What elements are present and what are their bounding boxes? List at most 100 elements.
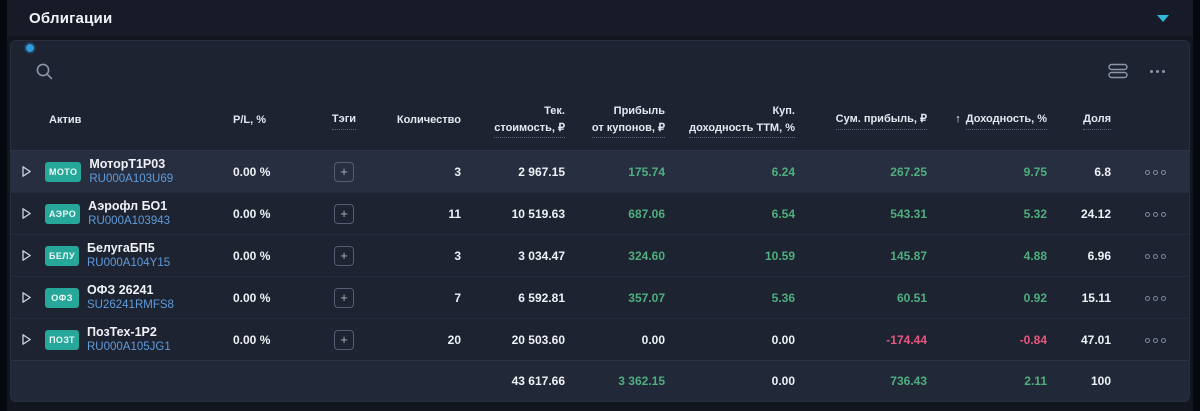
- col-header-asset[interactable]: Актив: [11, 95, 229, 151]
- table-row[interactable]: АЭРО Аэрофл БО1 RU000A103943 0.00 % + 11…: [11, 192, 1189, 235]
- total-profit-value: 543.31: [890, 206, 927, 221]
- yield-value: 5.32: [1023, 206, 1047, 221]
- row-expand-icon[interactable]: [21, 249, 37, 262]
- bonds-panel: Актив P/L, % Тэги Количество Тек. стоимо…: [10, 40, 1190, 402]
- current-value: 6 592.81: [518, 290, 565, 305]
- asset-name: ПозТех-1Р2: [87, 324, 157, 339]
- col-header-yield[interactable]: ↑ Доходность, %: [937, 95, 1057, 151]
- asset-isin-link[interactable]: RU000A103943: [88, 215, 171, 228]
- asset-badge: АЭРО: [45, 203, 81, 224]
- table-row[interactable]: ОФЗ ОФЗ 26241 SU26241RMFS8 0.00 % + 7 6 …: [11, 276, 1189, 319]
- coupon-yield-value: 5.36: [771, 290, 795, 305]
- ellipsis-icon: [1150, 69, 1165, 73]
- col-header-share[interactable]: Доля: [1057, 95, 1121, 151]
- current-value: 10 519.63: [511, 206, 565, 221]
- page: Облигации: [7, 0, 1193, 411]
- col-header-current-value[interactable]: Тек. стоимость, ₽: [471, 95, 575, 151]
- current-value: 2 967.15: [518, 164, 565, 179]
- section-title: Облигации: [29, 9, 113, 27]
- current-value: 20 503.60: [511, 332, 565, 347]
- collapse-section-button[interactable]: [1155, 13, 1171, 24]
- row-expand-icon[interactable]: [21, 333, 37, 346]
- section-header: Облигации: [7, 0, 1193, 36]
- coupon-profit-value: 687.06: [628, 206, 665, 221]
- bonds-table: Актив P/L, % Тэги Количество Тек. стоимо…: [11, 95, 1189, 401]
- yield-value: 4.88: [1023, 248, 1047, 263]
- toolbar-right: [1106, 61, 1167, 81]
- total-profit: 736.43: [890, 374, 927, 388]
- table-footer-row: 43 617.66 3 362.15 0.00 736.43 2.11 100: [11, 360, 1189, 402]
- col-header-pl[interactable]: P/L, %: [229, 95, 305, 151]
- asset-name: ОФЗ 26241: [87, 282, 154, 297]
- row-menu-button[interactable]: [1143, 334, 1168, 347]
- search-button[interactable]: [33, 60, 56, 83]
- col-header-coupon-profit[interactable]: Прибыль от купонов, ₽: [575, 95, 675, 151]
- asset-isin-link[interactable]: RU000A104Y15: [87, 257, 171, 270]
- table-row[interactable]: БЕЛУ БелугаБП5 RU000A104Y15 0.00 % + 3 3…: [11, 234, 1189, 277]
- table-row[interactable]: МОТО МоторТ1Р03 RU000A103U69 0.00 % + 3 …: [11, 150, 1189, 193]
- coupon-yield-value: 10.59: [764, 248, 795, 263]
- asset-cell: БЕЛУ БелугаБП5 RU000A104Y15: [21, 240, 219, 271]
- share-value: 6.8: [1094, 164, 1111, 179]
- row-density-button[interactable]: [1106, 61, 1130, 81]
- yield-value: -0.84: [1019, 332, 1047, 347]
- add-tag-button[interactable]: +: [334, 161, 354, 182]
- share-value: 6.96: [1087, 248, 1111, 263]
- table-body: МОТО МоторТ1Р03 RU000A103U69 0.00 % + 3 …: [11, 150, 1189, 361]
- row-expand-icon[interactable]: [21, 291, 37, 304]
- total-share: 100: [1090, 374, 1111, 388]
- asset-badge: МОТО: [45, 161, 82, 182]
- total-coupon-profit: 3 362.15: [618, 374, 665, 388]
- asset-badge: БЕЛУ: [45, 245, 79, 266]
- rows-icon: [1108, 63, 1128, 79]
- coupon-yield-value: 6.24: [771, 164, 795, 179]
- table-header-row: Актив P/L, % Тэги Количество Тек. стоимо…: [11, 95, 1189, 151]
- total-profit-value: -174.44: [886, 332, 927, 347]
- asset-cell: МОТО МоторТ1Р03 RU000A103U69: [21, 156, 219, 187]
- quantity-value: 3: [454, 248, 461, 263]
- asset-isin-link[interactable]: SU26241RMFS8: [87, 299, 174, 312]
- add-tag-button[interactable]: +: [334, 245, 354, 266]
- row-menu-button[interactable]: [1143, 166, 1168, 179]
- asset-isin-link[interactable]: RU000A103U69: [89, 173, 174, 186]
- panel-indicator-dot: [26, 44, 34, 52]
- current-value: 3 034.47: [518, 248, 565, 263]
- pl-value: 0.00 %: [233, 206, 271, 221]
- add-tag-button[interactable]: +: [334, 287, 354, 308]
- search-icon: [36, 63, 53, 79]
- col-header-coupon-yield[interactable]: Куп. доходность TTM, %: [675, 95, 805, 151]
- row-menu-button[interactable]: [1143, 292, 1168, 305]
- asset-isin-link[interactable]: RU000A105JG1: [87, 341, 171, 354]
- pl-value: 0.00 %: [233, 332, 271, 347]
- asset-name: МоторТ1Р03: [89, 156, 166, 171]
- asset-badge: ОФЗ: [45, 287, 79, 308]
- table-row[interactable]: ПОЗТ ПозТех-1Р2 RU000A105JG1 0.00 % + 20…: [11, 318, 1189, 361]
- coupon-yield-value: 6.54: [771, 206, 795, 221]
- col-header-tags[interactable]: Тэги: [305, 95, 383, 151]
- quantity-value: 7: [454, 290, 461, 305]
- total-current-value: 43 617.66: [511, 374, 565, 388]
- col-header-menu: [1121, 95, 1189, 151]
- total-coupon-yield: 0.00: [771, 374, 795, 388]
- add-tag-button[interactable]: +: [334, 329, 354, 350]
- row-menu-button[interactable]: [1143, 250, 1168, 263]
- asset-cell: ПОЗТ ПозТех-1Р2 RU000A105JG1: [21, 324, 219, 355]
- col-header-total-profit[interactable]: Сум. прибыль, ₽: [805, 95, 937, 151]
- yield-value: 9.75: [1023, 164, 1047, 179]
- add-tag-button[interactable]: +: [334, 203, 354, 224]
- asset-name: БелугаБП5: [87, 240, 155, 255]
- row-menu-button[interactable]: [1143, 208, 1168, 221]
- footer-empty: [11, 361, 229, 402]
- quantity-value: 11: [448, 206, 461, 221]
- row-expand-icon[interactable]: [21, 165, 37, 178]
- total-profit-value: 267.25: [890, 164, 927, 179]
- asset-name: Аэрофл БО1: [88, 198, 168, 213]
- more-menu-button[interactable]: [1148, 68, 1167, 75]
- share-value: 47.01: [1080, 332, 1111, 347]
- total-profit-value: 60.51: [896, 290, 927, 305]
- coupon-profit-value: 357.07: [628, 290, 665, 305]
- row-expand-icon[interactable]: [21, 207, 37, 220]
- col-header-quantity[interactable]: Количество: [383, 95, 471, 151]
- asset-cell: ОФЗ ОФЗ 26241 SU26241RMFS8: [21, 282, 219, 313]
- coupon-profit-value: 0.00: [641, 332, 665, 347]
